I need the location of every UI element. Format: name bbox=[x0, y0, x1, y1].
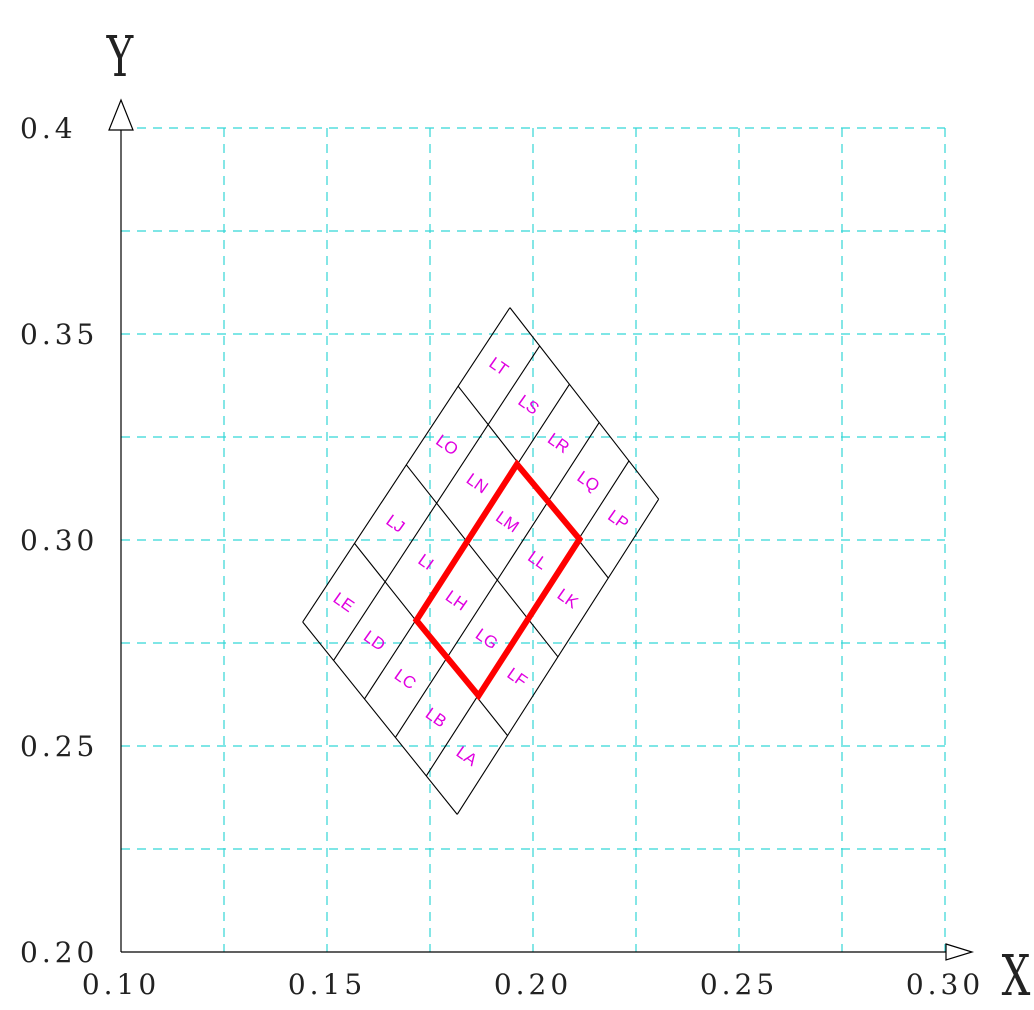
cell-label: LI bbox=[415, 550, 438, 574]
mesh-line bbox=[509, 307, 660, 500]
y-tick-label: 0.35 bbox=[20, 318, 98, 351]
cell-label: LJ bbox=[383, 511, 409, 537]
y-axis-arrow bbox=[108, 98, 134, 131]
cell-label: LQ bbox=[574, 467, 603, 496]
cell-label: LA bbox=[453, 742, 481, 770]
y-tick-label: 0.30 bbox=[20, 524, 98, 557]
cell-label: LH bbox=[442, 587, 471, 615]
mesh-line bbox=[405, 464, 559, 658]
cell-label: LG bbox=[472, 625, 501, 654]
y-tick-label: 0.4 bbox=[20, 112, 77, 145]
cell-label: LB bbox=[422, 704, 450, 731]
x-tick-label: 0.10 bbox=[82, 968, 160, 1001]
x-axis-title: X bbox=[1002, 943, 1031, 1008]
x-tick-label: 0.15 bbox=[288, 968, 366, 1001]
tick-labels: 0.10 0.15 0.20 0.25 0.30 0.20 0.25 0.30 0.35 0.4 bbox=[20, 112, 984, 1001]
highlight-polygon bbox=[412, 459, 584, 701]
y-axis-title: Y bbox=[106, 24, 134, 89]
y-tick-label: 0.20 bbox=[20, 936, 98, 969]
cell-label: LF bbox=[504, 664, 531, 691]
cell-label: LS bbox=[515, 391, 543, 418]
cell-label: LT bbox=[486, 353, 512, 379]
mesh-line bbox=[302, 621, 458, 815]
cell-label: LC bbox=[391, 665, 420, 693]
highlight-region bbox=[412, 459, 584, 701]
cell-label: LR bbox=[544, 429, 573, 457]
x-tick-label: 0.30 bbox=[906, 968, 984, 1001]
x-tick-label: 0.25 bbox=[700, 968, 778, 1001]
cell-label: LL bbox=[524, 547, 550, 573]
quad-grid bbox=[302, 307, 660, 815]
cell-label: LO bbox=[432, 431, 461, 460]
cell-label: LD bbox=[360, 627, 389, 655]
y-tick-label: 0.25 bbox=[20, 730, 98, 763]
grid-lines bbox=[121, 127, 946, 952]
cell-label: LM bbox=[492, 507, 522, 536]
x-tick-label: 0.20 bbox=[494, 968, 572, 1001]
x-axis-arrow bbox=[945, 943, 975, 961]
axes: X Y bbox=[106, 24, 1031, 1008]
cell-label: LE bbox=[330, 589, 358, 616]
cell-label: LP bbox=[604, 506, 632, 533]
cell-label: LK bbox=[554, 585, 582, 613]
cell-label: LN bbox=[463, 469, 492, 497]
